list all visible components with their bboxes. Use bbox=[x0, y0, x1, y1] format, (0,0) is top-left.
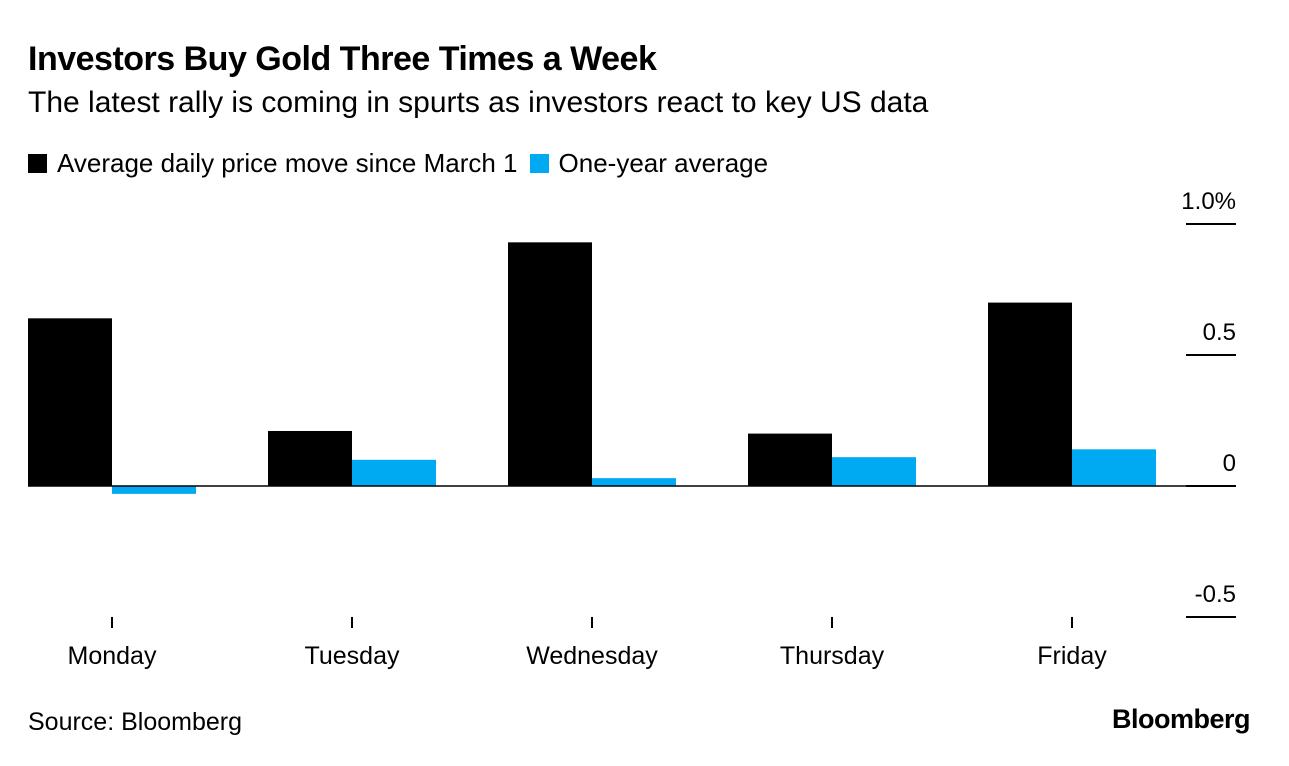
x-tick-label-tuesday: Tuesday bbox=[305, 642, 400, 670]
y-tick-label-0: 1.0% bbox=[1181, 188, 1236, 215]
chart-title: Investors Buy Gold Three Times a Week bbox=[28, 40, 657, 78]
brand-logo: Bloomberg bbox=[1111, 704, 1251, 734]
bar-series-1-wednesday bbox=[508, 242, 592, 486]
x-tick-label-thursday: Thursday bbox=[780, 642, 885, 670]
legend-label-series-1: Average daily price move since March 1 bbox=[57, 147, 518, 178]
legend-item-series-1: Average daily price move since March 1 bbox=[28, 148, 518, 179]
x-tick-label-wednesday: Wednesday bbox=[526, 642, 658, 670]
chart-subtitle: The latest rally is coming in spurts as … bbox=[28, 86, 929, 119]
bar-series-1-thursday bbox=[748, 433, 832, 486]
x-tick-label-monday: Monday bbox=[68, 642, 157, 670]
source-note: Source: Bloomberg bbox=[28, 708, 243, 736]
bar-series-2-friday bbox=[1072, 449, 1156, 486]
y-tick-label-2: 0 bbox=[1223, 450, 1236, 477]
legend-swatch-series-1 bbox=[28, 153, 47, 173]
bar-series-2-thursday bbox=[832, 457, 916, 486]
bar-series-2-wednesday bbox=[592, 478, 676, 486]
bar-series-2-monday bbox=[112, 486, 196, 494]
bar-series-1-friday bbox=[988, 302, 1072, 486]
bar-series-1-tuesday bbox=[268, 430, 352, 486]
bar-series-1-monday bbox=[28, 318, 112, 486]
legend: Average daily price move since March 1 O… bbox=[28, 147, 780, 179]
y-tick-label-3: -0.5 bbox=[1195, 581, 1236, 608]
legend-label-series-2: One-year average bbox=[558, 147, 769, 178]
y-tick-label-1: 0.5 bbox=[1203, 319, 1236, 346]
bar-series-2-tuesday bbox=[352, 459, 436, 486]
legend-swatch-series-2 bbox=[529, 153, 549, 173]
legend-item-series-2: One-year average bbox=[529, 147, 769, 179]
x-tick-label-friday: Friday bbox=[1037, 642, 1107, 670]
